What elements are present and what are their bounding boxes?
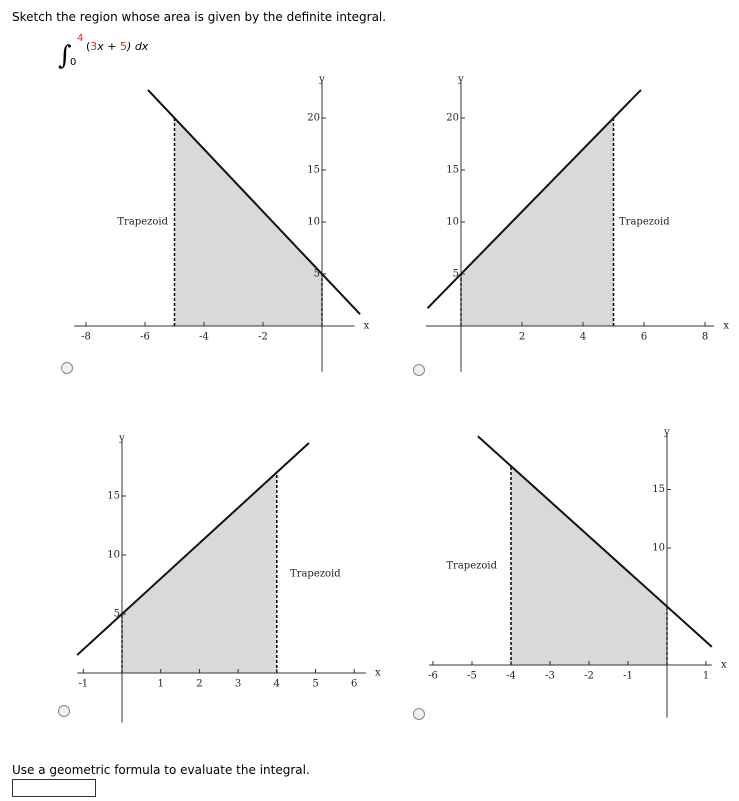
- x-tick-label: -1: [623, 671, 633, 682]
- x-tick-label: -6: [428, 671, 438, 682]
- x-tick-label: 8: [702, 332, 708, 343]
- answer-input[interactable]: [12, 779, 96, 797]
- radio-button[interactable]: [413, 708, 425, 720]
- y-axis-label: y: [663, 427, 670, 438]
- x-axis-label: x: [375, 668, 381, 679]
- x-tick-label: 6: [641, 332, 647, 343]
- region: [511, 466, 667, 665]
- upper-limit: 4: [77, 33, 83, 44]
- y-axis-label: y: [318, 74, 325, 85]
- y-tick-label: 10: [307, 217, 320, 228]
- x-tick-label: 2: [519, 332, 525, 343]
- x-tick-label: -6: [140, 332, 150, 343]
- x-tick-label: -4: [199, 332, 209, 343]
- x-tick-label: 6: [351, 679, 357, 690]
- region-label: Trapezoid: [446, 561, 497, 572]
- function-line: [426, 89, 642, 310]
- x-tick-label: 2: [196, 679, 202, 690]
- radio-button[interactable]: [413, 364, 425, 376]
- region-label: Trapezoid: [290, 569, 341, 580]
- region: [174, 118, 322, 326]
- function-line: [147, 89, 361, 315]
- y-axis-label: y: [118, 433, 125, 444]
- coefficient: 3: [90, 40, 97, 53]
- y-tick-label: 15: [307, 165, 320, 176]
- x-tick-label: 5: [312, 679, 318, 690]
- x-tick-label: 4: [580, 332, 586, 343]
- radio-button[interactable]: [58, 705, 70, 717]
- differential: ) dx: [126, 40, 149, 53]
- y-tick-label: 10: [107, 550, 120, 561]
- y-tick-label: 5: [314, 269, 320, 280]
- lower-limit: 0: [70, 57, 76, 68]
- region: [122, 472, 277, 673]
- x-tick-label: -2: [584, 671, 594, 682]
- y-tick-label: 20: [307, 113, 320, 124]
- region-label: Trapezoid: [619, 217, 670, 228]
- paren: (: [86, 40, 90, 53]
- x-axis-label: x: [721, 660, 727, 671]
- x-tick-label: -5: [467, 671, 477, 682]
- x-axis-label: x: [364, 321, 370, 332]
- x-tick-label: -1: [78, 679, 88, 690]
- function-line: [76, 442, 310, 656]
- y-tick-label: 10: [446, 217, 459, 228]
- x-tick-label: 1: [703, 671, 709, 682]
- x-tick-label: -3: [545, 671, 555, 682]
- x-tick-label: -8: [81, 332, 91, 343]
- y-tick-label: 15: [107, 491, 120, 502]
- y-tick-label: 15: [652, 484, 665, 495]
- x-tick-label: 1: [158, 679, 164, 690]
- x-tick-label: -4: [506, 671, 516, 682]
- x-axis-label: x: [723, 321, 729, 332]
- y-tick-label: 5: [453, 269, 459, 280]
- x-tick-label: 4: [274, 679, 280, 690]
- prompt-text: Use a geometric formula to evaluate the …: [12, 763, 310, 777]
- region: [461, 118, 614, 326]
- variable: x +: [96, 40, 116, 53]
- y-axis-label: y: [457, 74, 464, 85]
- y-tick-label: 5: [114, 609, 120, 620]
- y-tick-label: 15: [446, 165, 459, 176]
- question-text: Sketch the region whose area is given by…: [12, 10, 386, 24]
- region-label: Trapezoid: [117, 217, 168, 228]
- x-tick-label: -2: [258, 332, 268, 343]
- integral-sign: ∫: [58, 41, 72, 71]
- y-tick-label: 20: [446, 113, 459, 124]
- radio-button[interactable]: [61, 362, 73, 374]
- y-tick-label: 10: [652, 543, 665, 554]
- constant: 5: [120, 40, 127, 53]
- x-tick-label: 3: [235, 679, 241, 690]
- integrand: (3x + 5) dx: [86, 40, 149, 53]
- function-line: [477, 435, 713, 648]
